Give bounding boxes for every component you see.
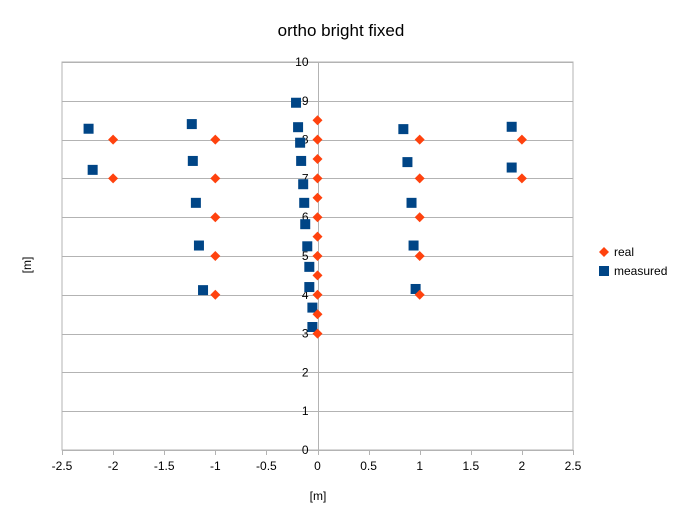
measured-point bbox=[293, 122, 304, 133]
measured-point bbox=[410, 283, 421, 294]
x-tick-label: 0.5 bbox=[360, 459, 377, 473]
legend-marker-measured bbox=[599, 266, 609, 276]
measured-point bbox=[307, 302, 318, 313]
real-point bbox=[414, 251, 425, 261]
real-point bbox=[312, 231, 323, 242]
x-tick-label: -1 bbox=[210, 459, 221, 473]
real-point bbox=[108, 134, 119, 145]
tick-labels: -2.5 -2 -1.5 -1 -0.5 0 0.5 1 1.5 2 2.5 0 1 2 3 4 5 6 7 8 9 10 bbox=[52, 55, 582, 473]
measured-point bbox=[299, 197, 310, 208]
measured-point bbox=[193, 240, 204, 251]
measured-point bbox=[506, 121, 517, 132]
measured-point bbox=[406, 197, 417, 208]
x-tick-label: -1.5 bbox=[154, 459, 175, 473]
measured-point bbox=[296, 155, 307, 166]
legend-label-measured: measured bbox=[614, 264, 667, 278]
y-tick-label: 2 bbox=[302, 365, 309, 379]
measured-point bbox=[402, 157, 413, 168]
chart-title: ortho bright fixed bbox=[278, 21, 405, 40]
real-point bbox=[414, 173, 425, 184]
real-point bbox=[312, 115, 323, 126]
real-point bbox=[414, 134, 425, 145]
real-point bbox=[414, 289, 425, 300]
real-point bbox=[312, 251, 323, 261]
x-tick-label: 2 bbox=[519, 459, 526, 473]
real-point bbox=[312, 212, 323, 223]
y-tick-label: 8 bbox=[302, 133, 309, 147]
y-tick-label: 0 bbox=[302, 443, 309, 457]
measured-point bbox=[307, 322, 318, 333]
legend-marker-real bbox=[599, 247, 609, 257]
real-point bbox=[312, 328, 323, 339]
measured-point bbox=[295, 137, 306, 148]
measured-point bbox=[408, 240, 419, 251]
y-tick-label: 6 bbox=[302, 210, 309, 224]
real-point bbox=[312, 289, 323, 300]
measured-point bbox=[300, 219, 311, 230]
real-point bbox=[108, 173, 119, 184]
x-tick-label: 2.5 bbox=[565, 459, 582, 473]
x-tick-label: -2.5 bbox=[52, 459, 73, 473]
y-tick-label: 10 bbox=[295, 55, 309, 69]
real-point bbox=[312, 134, 323, 145]
x-tick-label: -0.5 bbox=[256, 459, 277, 473]
measured-point bbox=[398, 124, 409, 135]
real-point bbox=[210, 251, 221, 261]
y-axis-label: [m] bbox=[20, 257, 34, 274]
y-tick-label: 5 bbox=[302, 249, 309, 263]
measured-point bbox=[187, 155, 198, 166]
real-point bbox=[312, 192, 323, 203]
real-point bbox=[210, 173, 221, 184]
y-tick-label: 7 bbox=[302, 171, 309, 185]
real-point bbox=[516, 173, 527, 184]
y-tick-label: 9 bbox=[302, 94, 309, 108]
data-marks bbox=[83, 97, 527, 339]
measured-point bbox=[186, 119, 197, 130]
x-tick-label: 1.5 bbox=[462, 459, 479, 473]
real-point bbox=[210, 289, 221, 300]
legend-label-real: real bbox=[614, 245, 634, 259]
measured-point bbox=[506, 162, 517, 173]
measured-point bbox=[87, 164, 98, 175]
y-tick-label: 4 bbox=[302, 288, 309, 302]
measured-point bbox=[190, 197, 201, 208]
legend: real measured bbox=[599, 245, 667, 278]
y-tick-label: 3 bbox=[302, 327, 309, 341]
measured-point bbox=[198, 285, 209, 296]
real-point bbox=[210, 134, 221, 145]
x-axis-label: [m] bbox=[310, 489, 327, 503]
real-point bbox=[312, 154, 323, 164]
measured-point bbox=[304, 261, 315, 272]
measured-point bbox=[291, 97, 302, 108]
measured-point bbox=[304, 282, 315, 293]
real-point bbox=[312, 173, 323, 184]
real-point bbox=[516, 134, 527, 145]
real-point bbox=[414, 212, 425, 223]
real-point bbox=[312, 270, 323, 281]
x-tick-label: 1 bbox=[416, 459, 423, 473]
measured-point bbox=[298, 179, 309, 190]
real-point bbox=[210, 212, 221, 223]
x-tick-label: -2 bbox=[108, 459, 119, 473]
measured-point bbox=[83, 123, 94, 134]
real-point bbox=[312, 309, 323, 320]
measured-point bbox=[302, 241, 313, 252]
y-tick-label: 1 bbox=[302, 404, 309, 418]
x-tick-label: 0 bbox=[314, 459, 321, 473]
